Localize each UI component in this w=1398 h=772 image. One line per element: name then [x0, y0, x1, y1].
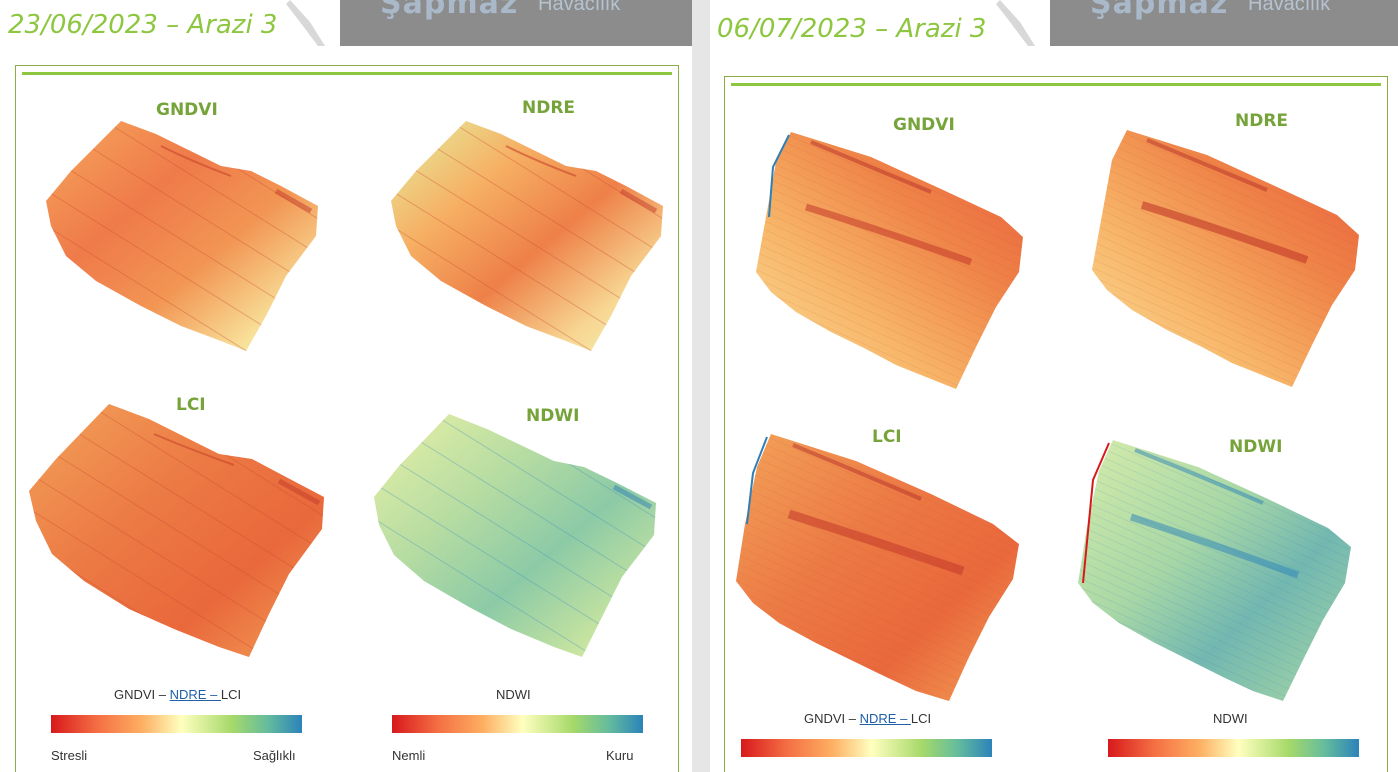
frame-top-rule	[22, 72, 672, 75]
report-page-right: Şapmaz Havacılık 06/07/2023 – Arazi 3 GN…	[710, 0, 1398, 772]
legend-caption-indices-right: GNDVI – NDRE – LCI	[804, 711, 931, 726]
maps-frame-right: GNDVI NDRE LCI NDWI	[724, 76, 1388, 772]
ndwi-map-right	[1078, 440, 1351, 701]
lci-map	[29, 404, 324, 657]
legend-caption-indices: GNDVI – NDRE – LCI	[114, 687, 241, 702]
legend-caption-part-a: GNDVI –	[114, 687, 170, 702]
title-tab	[0, 0, 340, 46]
maps-frame: GNDVI NDRE LCI NDWI GNDVI –	[15, 65, 679, 772]
ndwi-map	[374, 414, 656, 657]
colorbar-ndwi-right	[1108, 739, 1359, 757]
report-page-left: Şapmaz Havacılık 23/06/2023 – Arazi 3 GN…	[0, 0, 692, 772]
map-label-gndvi: GNDVI	[156, 100, 218, 120]
legend-caption-ndwi-right: NDWI	[1213, 711, 1248, 726]
colorbar-indices	[51, 715, 302, 733]
watermark-subtext: Havacılık	[538, 0, 621, 15]
page-title: 23/06/2023 – Arazi 3	[8, 10, 278, 40]
gndvi-map	[46, 121, 318, 351]
map-label-ndwi-right: NDWI	[1229, 437, 1283, 457]
page-gap	[692, 0, 710, 772]
map-label-ndre: NDRE	[522, 98, 576, 118]
title-tab-right	[710, 0, 1050, 46]
watermark-logo-right: Şapmaz	[1090, 0, 1229, 21]
ndre-map	[391, 121, 663, 351]
legend-caption-part-b: NDRE –	[169, 687, 221, 702]
watermark-logo: Şapmaz	[380, 0, 519, 21]
gndvi-map-right	[756, 132, 1023, 389]
header-banner-right: Şapmaz Havacılık	[1000, 0, 1398, 46]
legend-caption-ndwi: NDWI	[496, 687, 531, 702]
map-label-gndvi-right: GNDVI	[893, 115, 955, 135]
map-label-ndre-right: NDRE	[1235, 111, 1289, 131]
map-label-ndwi: NDWI	[526, 406, 580, 426]
ndre-map-right	[1092, 130, 1359, 387]
map-label-lci-right: LCI	[872, 427, 902, 447]
colorbar-ndwi	[392, 715, 643, 733]
legend-caption-part-b-right: NDRE –	[859, 711, 911, 726]
lci-map-right	[736, 434, 1019, 701]
watermark-subtext-right: Havacılık	[1248, 0, 1331, 15]
legend-caption-part-c-right: LCI	[910, 711, 932, 726]
legend-ndwi-low-label: Nemli	[392, 748, 426, 763]
colorbar-indices-right	[741, 739, 992, 757]
legend-low-label: Stresli	[51, 748, 88, 763]
page-title-right: 06/07/2023 – Arazi 3	[717, 14, 987, 44]
map-label-lci: LCI	[176, 395, 206, 415]
legend-caption-part-c: LCI	[220, 687, 242, 702]
legend-ndwi-high-label: Kuru	[606, 748, 634, 763]
header-banner: Şapmaz Havacılık	[290, 0, 692, 46]
legend-caption-part-a-right: GNDVI –	[804, 711, 860, 726]
frame-top-rule-right	[731, 83, 1381, 86]
legend-high-label: Sağlıklı	[253, 748, 296, 763]
